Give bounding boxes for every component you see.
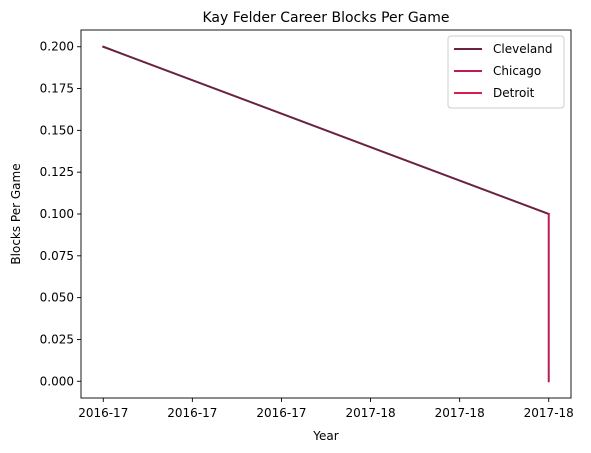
y-tick-label: 0.175 xyxy=(40,82,74,96)
chart-title: Kay Felder Career Blocks Per Game xyxy=(202,10,449,26)
series-line-cleveland xyxy=(101,45,551,216)
plot-lines xyxy=(101,45,551,383)
x-axis: 2016-17 2016-17 2016-17 2017-18 2017-18 2017-… xyxy=(78,398,574,420)
y-tick-label: 0.150 xyxy=(40,123,74,137)
x-tick-label: 2017-18 xyxy=(524,406,574,420)
x-tick-label: 2017-18 xyxy=(345,406,395,420)
y-axis: 0.000 0.025 0.050 0.075 0.100 0.125 0.150 0.175… xyxy=(40,40,81,388)
legend-label-detroit: Detroit xyxy=(493,86,535,100)
x-tick-label: 2016-17 xyxy=(78,406,128,420)
legend-label-chicago: Chicago xyxy=(493,64,541,78)
x-tick-label: 2016-17 xyxy=(256,406,306,420)
x-tick-label: 2016-17 xyxy=(167,406,217,420)
legend-label-cleveland: Cleveland xyxy=(493,42,553,56)
y-axis-title: Blocks Per Game xyxy=(9,163,23,264)
y-tick-label: 0.050 xyxy=(40,291,74,305)
y-tick-label: 0.200 xyxy=(40,40,74,54)
y-tick-label: 0.125 xyxy=(40,165,74,179)
legend-box xyxy=(447,35,565,109)
legend: Cleveland Chicago Detroit xyxy=(447,35,565,109)
y-tick-label: 0.025 xyxy=(40,332,74,346)
y-tick-label: 0.075 xyxy=(40,249,74,263)
y-tick-label: 0.100 xyxy=(40,207,74,221)
y-tick-label: 0.000 xyxy=(40,374,74,388)
x-tick-label: 2017-18 xyxy=(435,406,485,420)
x-axis-title: Year xyxy=(312,429,338,443)
